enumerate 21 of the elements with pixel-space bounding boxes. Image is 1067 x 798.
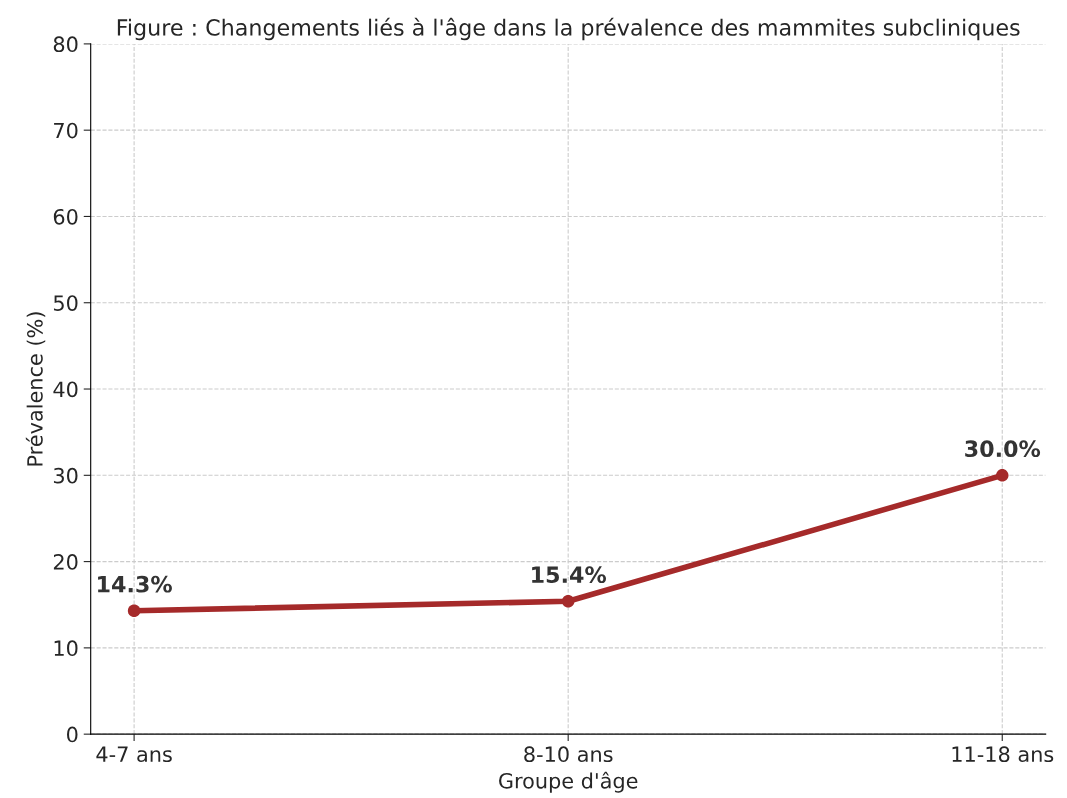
x-tick-label: 11-18 ans <box>952 746 1054 763</box>
x-tick-label: 4-7 ans <box>96 746 172 763</box>
y-tick-label: 30 <box>53 467 78 484</box>
y-tick-label: 40 <box>53 381 78 398</box>
y-tick-label: 80 <box>53 36 78 53</box>
point <box>996 469 1009 482</box>
point <box>127 604 141 618</box>
x-tick-label: 8-10 ans <box>524 746 613 763</box>
y-tick-label: 60 <box>53 208 78 225</box>
point <box>561 595 575 608</box>
y-tick-label: 10 <box>54 640 78 657</box>
y-axis-title: Prévalence (%) <box>25 312 46 466</box>
x-axis-title: Groupe d'âge <box>499 771 638 793</box>
text: 30.0% <box>965 440 1041 458</box>
y-tick-label: 20 <box>53 554 78 570</box>
y-tick-label: 70 <box>54 122 78 139</box>
text: 14.3% <box>98 575 172 593</box>
chart-title: Figure : Changements liés à l'âge dans la prévalence des mammites subcliniques <box>117 17 1020 41</box>
text: 15.4% <box>532 566 607 584</box>
y-tick-label: 50 <box>53 295 78 311</box>
y-tick-label: 0 <box>67 726 78 743</box>
